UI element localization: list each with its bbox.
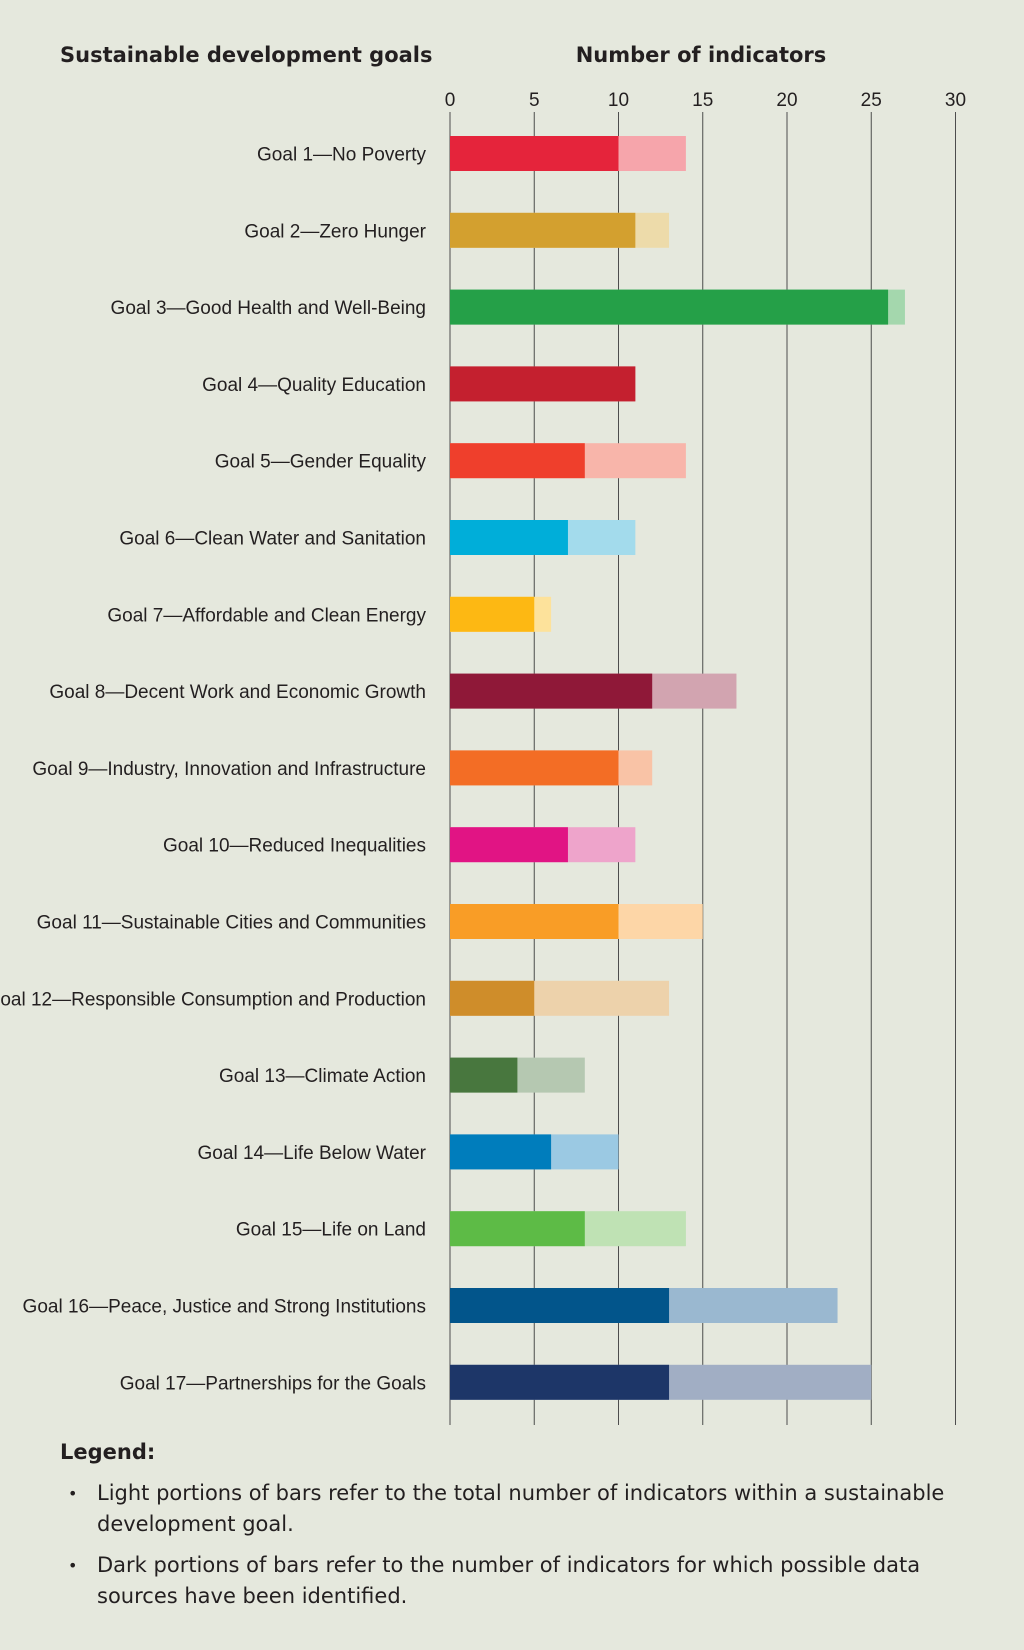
goal-label: Goal 7—Affordable and Clean Energy bbox=[107, 605, 426, 626]
goal-label: Goal 2—Zero Hunger bbox=[244, 221, 426, 242]
bars bbox=[450, 136, 905, 1400]
bar-identified bbox=[450, 1134, 552, 1170]
bar-identified bbox=[450, 750, 619, 786]
legend-title: Legend: bbox=[60, 1440, 156, 1464]
bar-identified bbox=[450, 443, 585, 479]
x-axis-ticks: 0 5 10 15 20 25 30 bbox=[445, 90, 966, 111]
goal-label: Goal 15—Life on Land bbox=[236, 1220, 426, 1241]
bar-identified bbox=[450, 1211, 585, 1247]
bar-identified bbox=[450, 366, 636, 402]
x-tick-label: 0 bbox=[445, 90, 456, 111]
goal-label: Goal 14—Life Below Water bbox=[198, 1143, 427, 1164]
goal-label: Goal 4—Quality Education bbox=[202, 375, 426, 396]
x-axis-title: Number of indicators bbox=[576, 43, 827, 67]
goal-labels: Goal 1—No Poverty Goal 2—Zero Hunger Goal … bbox=[0, 145, 427, 1395]
legend-item-dark: • Dark portions of bars refer to the num… bbox=[60, 1550, 960, 1612]
goal-label: Goal 5—Gender Equality bbox=[215, 452, 427, 473]
bar-identified bbox=[450, 520, 568, 555]
bar-identified bbox=[450, 212, 636, 248]
goal-label: Goal 16—Peace, Justice and Strong Instit… bbox=[23, 1297, 426, 1318]
x-tick-label: 10 bbox=[608, 90, 629, 111]
x-tick-label: 20 bbox=[776, 90, 797, 111]
bar-identified bbox=[450, 1057, 518, 1093]
indicator-bar-chart: Sustainable development goals Number of … bbox=[0, 43, 966, 1425]
goal-label: Goal 9—Industry, Innovation and Infrastr… bbox=[32, 759, 426, 780]
bar-identified bbox=[450, 673, 653, 709]
goals-column-header: Sustainable development goals bbox=[60, 43, 433, 67]
x-tick-label: 25 bbox=[861, 90, 882, 111]
goal-label: Goal 17—Partnerships for the Goals bbox=[120, 1373, 426, 1394]
legend-text-light: Light portions of bars refer to the tota… bbox=[97, 1481, 945, 1536]
bar-identified bbox=[450, 980, 535, 1016]
bullet-icon: • bbox=[68, 1484, 78, 1503]
bar-identified bbox=[450, 289, 889, 325]
x-tick-label: 5 bbox=[529, 90, 540, 111]
goal-label: Goal 11—Sustainable Cities and Communiti… bbox=[37, 913, 426, 934]
x-tick-label: 30 bbox=[945, 90, 966, 111]
legend-text-dark: Dark portions of bars refer to the numbe… bbox=[97, 1553, 921, 1608]
bar-identified bbox=[450, 136, 619, 171]
goal-label: Goal 3—Good Health and Well-Being bbox=[111, 298, 426, 319]
legend: Legend: • Light portions of bars refer t… bbox=[60, 1440, 960, 1622]
goal-label: Goal 6—Clean Water and Sanitation bbox=[119, 529, 426, 550]
goal-label: Goal 1—No Poverty bbox=[257, 145, 426, 166]
bar-identified bbox=[450, 596, 535, 632]
bar-identified bbox=[450, 827, 568, 863]
bullet-icon: • bbox=[68, 1556, 78, 1575]
legend-item-light: • Light portions of bars refer to the to… bbox=[60, 1478, 960, 1540]
bar-identified bbox=[450, 904, 619, 939]
goal-label: Goal 12—Responsible Consumption and Prod… bbox=[0, 989, 426, 1010]
goal-label: Goal 10—Reduced Inequalities bbox=[163, 836, 426, 857]
bar-identified bbox=[450, 1288, 670, 1323]
goal-label: Goal 13—Climate Action bbox=[219, 1066, 426, 1087]
goal-label: Goal 8—Decent Work and Economic Growth bbox=[49, 682, 426, 703]
bar-identified bbox=[450, 1364, 670, 1400]
x-tick-label: 15 bbox=[692, 90, 713, 111]
